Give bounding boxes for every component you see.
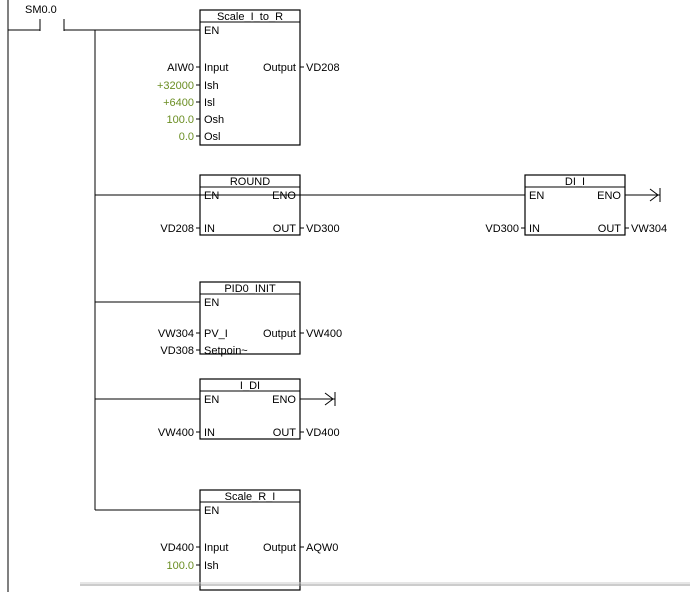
param-value: VD300	[485, 223, 519, 235]
param-label: Isl	[204, 97, 215, 109]
param-value: VD300	[306, 223, 340, 235]
en-label: EN	[204, 394, 219, 406]
en-label: EN	[204, 25, 219, 37]
param-label: Ish	[204, 560, 219, 572]
param-label: Output	[263, 542, 296, 554]
param-value: 0.0	[179, 131, 194, 143]
param-value: AIW0	[167, 62, 194, 74]
en-label: EN	[204, 505, 219, 517]
param-value: +6400	[163, 97, 194, 109]
param-label: Osh	[204, 114, 224, 126]
param-label: OUT	[273, 223, 297, 235]
param-label: Input	[204, 542, 228, 554]
param-value: VD208	[160, 223, 194, 235]
param-label: Ish	[204, 80, 219, 92]
param-value: 100.0	[166, 560, 194, 572]
en-label: EN	[204, 190, 219, 202]
block-title: ROUND	[230, 176, 270, 188]
param-label: Output	[263, 62, 296, 74]
eno-label: ENO	[597, 190, 621, 202]
block-title: Scale_I_to_R	[217, 11, 283, 23]
param-value: VW304	[158, 328, 194, 340]
param-label: Input	[204, 62, 228, 74]
param-value: VW304	[631, 223, 667, 235]
eno-label: ENO	[272, 190, 296, 202]
block-title: PID0_INIT	[224, 283, 276, 295]
param-value: +32000	[157, 80, 194, 92]
param-value: VW400	[158, 427, 194, 439]
param-label: OUT	[273, 427, 297, 439]
param-value: VW400	[306, 328, 342, 340]
param-value: 100.0	[166, 114, 194, 126]
param-label: IN	[529, 223, 540, 235]
param-value: VD208	[306, 62, 340, 74]
eno-label: ENO	[272, 394, 296, 406]
param-label: IN	[204, 223, 215, 235]
block-title: Scale_R_I	[225, 491, 276, 503]
param-value: AQW0	[306, 542, 338, 554]
param-label: Setpoin~	[204, 345, 248, 357]
param-label: IN	[204, 427, 215, 439]
block-title: I_DI	[240, 380, 260, 392]
block-title: DI_I	[565, 176, 585, 188]
param-label: Output	[263, 328, 296, 340]
param-label: OUT	[598, 223, 622, 235]
contact-label: SM0.0	[25, 4, 57, 16]
param-label: Osl	[204, 131, 221, 143]
en-label: EN	[204, 297, 219, 309]
en-label: EN	[529, 190, 544, 202]
param-value: VD308	[160, 345, 194, 357]
param-value: VD400	[306, 427, 340, 439]
param-label: PV_I	[204, 328, 228, 340]
param-value: VD400	[160, 542, 194, 554]
